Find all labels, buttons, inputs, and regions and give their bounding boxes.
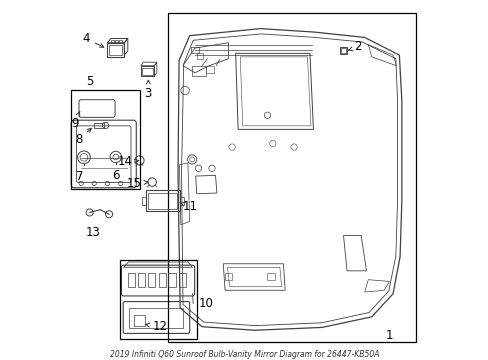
- Bar: [205, 67, 214, 73]
- Bar: [180, 197, 183, 205]
- Bar: [148, 273, 155, 287]
- Bar: [127, 273, 135, 287]
- Text: 9: 9: [71, 111, 80, 130]
- Bar: [119, 40, 122, 43]
- Text: 13: 13: [85, 226, 101, 239]
- Bar: [192, 66, 206, 76]
- Bar: [267, 273, 274, 280]
- Bar: [109, 45, 122, 55]
- Bar: [134, 315, 144, 326]
- Text: 3: 3: [144, 80, 152, 100]
- Bar: [196, 53, 203, 59]
- Text: 8: 8: [75, 129, 91, 146]
- Text: 7: 7: [76, 170, 83, 183]
- Bar: [142, 197, 146, 205]
- Bar: [141, 66, 154, 76]
- Bar: [158, 273, 165, 287]
- Bar: [224, 273, 232, 280]
- Bar: [115, 40, 118, 43]
- Bar: [70, 90, 140, 189]
- Bar: [128, 307, 183, 328]
- Bar: [120, 260, 197, 339]
- Bar: [111, 40, 113, 43]
- Text: 10: 10: [198, 297, 213, 310]
- Text: 2: 2: [348, 40, 361, 54]
- Text: 12: 12: [145, 320, 167, 333]
- Bar: [168, 13, 415, 342]
- Bar: [178, 273, 185, 287]
- Text: 15: 15: [127, 177, 148, 190]
- Bar: [142, 68, 153, 75]
- Text: 11: 11: [180, 200, 197, 213]
- Bar: [107, 43, 124, 57]
- Bar: [138, 273, 145, 287]
- Bar: [339, 48, 346, 54]
- Text: 2019 Infiniti Q60 Sunroof Bulb-Vanity Mirror Diagram for 26447-KB50A: 2019 Infiniti Q60 Sunroof Bulb-Vanity Mi…: [109, 350, 379, 359]
- Bar: [146, 190, 180, 211]
- Text: 14: 14: [118, 156, 139, 168]
- Text: 1: 1: [385, 329, 393, 342]
- Bar: [168, 273, 175, 287]
- Bar: [148, 193, 177, 209]
- Text: 5: 5: [86, 75, 93, 87]
- Bar: [191, 47, 199, 53]
- Bar: [94, 123, 104, 127]
- Text: 6: 6: [112, 169, 119, 182]
- Text: 4: 4: [82, 32, 103, 47]
- Bar: [340, 48, 346, 53]
